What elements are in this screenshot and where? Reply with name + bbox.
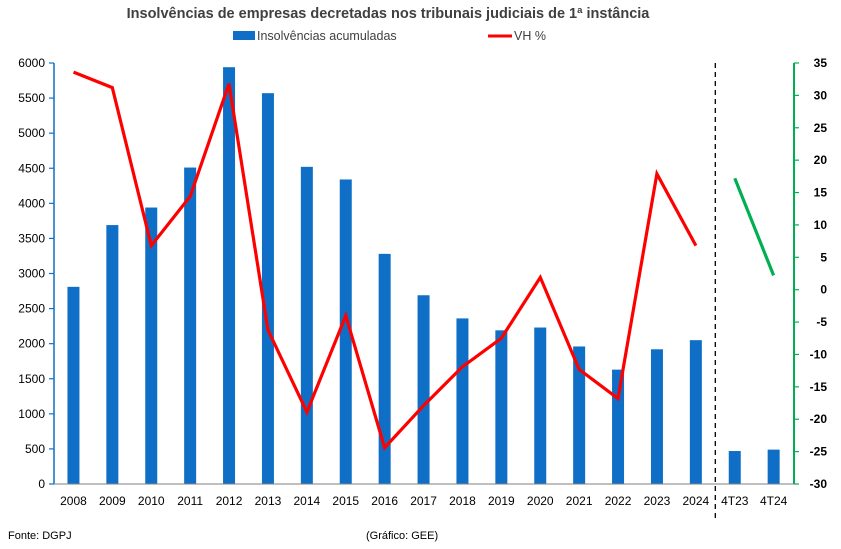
right-tick-label: -25	[810, 445, 828, 459]
bar-series	[67, 67, 780, 485]
right-tick-label: 30	[814, 88, 828, 102]
right-tick-label: -10	[810, 347, 828, 361]
left-tick-label: 1500	[18, 372, 45, 386]
x-tick-label: 2016	[371, 494, 398, 508]
legend: Insolvências acumuladas VH %	[233, 29, 546, 43]
left-tick-label: 4500	[18, 161, 45, 175]
x-tick-label: 2019	[488, 494, 515, 508]
x-tick-label: 2009	[99, 494, 126, 508]
bar	[339, 179, 352, 484]
right-tick-label: 25	[814, 121, 828, 135]
right-tick-label: 5	[820, 250, 827, 264]
bar	[378, 253, 391, 484]
bar	[300, 166, 313, 484]
x-tick-label: 2018	[449, 494, 476, 508]
x-tick-label: 2012	[216, 494, 243, 508]
x-tick-label: 2008	[60, 494, 87, 508]
bar	[145, 207, 158, 484]
bar	[573, 346, 586, 484]
bar	[534, 327, 547, 484]
left-tick-label: 3000	[18, 267, 45, 281]
left-tick-label: 6000	[18, 56, 45, 70]
left-tick-label: 1000	[18, 407, 45, 421]
left-tick-label: 2500	[18, 302, 45, 316]
bar	[261, 93, 274, 485]
x-tick-label: 2015	[332, 494, 359, 508]
x-tick-label: 2017	[410, 494, 437, 508]
x-tick-label: 2010	[138, 494, 165, 508]
left-axis: 0 500 1000 1500 2000 2500 3000 3500 4000 4500 5000…	[18, 56, 55, 491]
chart-title: Insolvências de empresas decretadas nos …	[127, 6, 651, 22]
right-tick-label: 10	[814, 218, 828, 232]
series-line	[733, 177, 776, 276]
x-tick-label: 2024	[682, 494, 709, 508]
right-tick-label: -15	[810, 380, 828, 394]
left-tick-label: 4000	[18, 196, 45, 210]
left-tick-label: 5500	[18, 91, 45, 105]
credit-note: (Gráfico: GEE)	[366, 530, 438, 542]
right-tick-label: 0	[820, 283, 827, 297]
right-tick-label: 15	[814, 186, 828, 200]
legend-label-line: VH %	[514, 29, 546, 43]
bar	[223, 67, 236, 485]
x-tick-label: 2014	[293, 494, 320, 508]
bar	[650, 349, 663, 484]
left-tick-label: 3500	[18, 231, 45, 245]
left-tick-label: 0	[38, 477, 45, 491]
x-tick-label: 4T24	[760, 494, 788, 508]
legend-swatch-bars	[233, 31, 255, 40]
bar	[495, 330, 508, 484]
legend-label-bars: Insolvências acumuladas	[257, 29, 397, 43]
bar	[689, 340, 702, 484]
bar	[106, 225, 119, 484]
right-tick-label: -30	[810, 477, 828, 491]
right-tick-label: -20	[810, 412, 828, 426]
x-tick-label: 4T23	[721, 494, 749, 508]
right-tick-label: 20	[814, 153, 828, 167]
x-tick-label: 2013	[255, 494, 282, 508]
x-tick-label: 2011	[177, 494, 203, 508]
bar	[767, 449, 780, 484]
bar	[67, 286, 80, 484]
bar	[417, 295, 430, 484]
x-tick-label: 2022	[605, 494, 632, 508]
x-tick-label: 2023	[644, 494, 671, 508]
series-line	[72, 70, 698, 451]
bar	[728, 451, 741, 484]
left-tick-label: 2000	[18, 337, 45, 351]
x-tick-label: 2021	[566, 494, 593, 508]
line-series	[72, 70, 776, 451]
x-axis: 2008 2009 2010 2011 2012 2013 2014 2015 2016 2017…	[54, 483, 794, 508]
x-tick-label: 2020	[527, 494, 554, 508]
right-tick-label: 35	[814, 56, 828, 70]
bar	[184, 167, 197, 484]
bar	[612, 369, 625, 484]
left-tick-label: 5000	[18, 126, 45, 140]
right-tick-label: -5	[816, 315, 827, 329]
right-axis: -30 -25 -20 -15 -10 -5 0 5 10 15 20 25 30 35	[793, 56, 828, 491]
source-note: Fonte: DGPJ	[8, 530, 72, 542]
bar	[456, 318, 469, 484]
left-tick-label: 500	[25, 442, 45, 456]
